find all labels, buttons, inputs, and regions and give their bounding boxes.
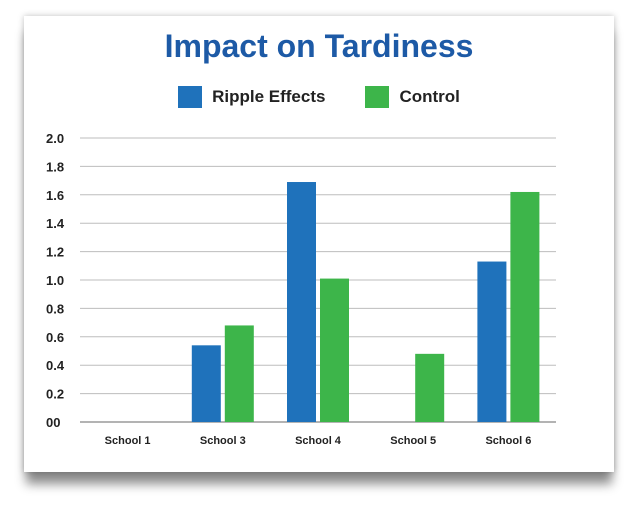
y-tick-label: 00 [46,415,60,430]
y-tick-label: 0.4 [46,358,65,373]
bar-ripple-effects [191,345,221,422]
x-tick-label: School 3 [200,435,246,447]
chart-title: Impact on Tardiness [164,28,474,64]
legend-label-ripple-effects: Ripple Effects [212,87,326,106]
chart-legend: Ripple Effects Control [24,86,614,108]
y-tick-label: 0.2 [46,387,64,402]
bar-ripple-effects [287,182,316,422]
y-tick-label: 0.6 [46,330,64,345]
plot-area: 00 0.2 0.4 0.6 0.8 1.0 1.2 1.4 1.6 1.8 2.0 School 1… [46,131,556,447]
x-tick-label: School 6 [485,435,531,447]
bar-control [510,191,540,422]
bar-control [224,325,254,422]
y-tick-label: 1.8 [46,159,64,174]
x-tick-label: School 5 [390,435,436,447]
legend-swatch-ripple-effects [178,86,203,108]
x-tick-label: School 4 [295,435,342,447]
bar-ripple-effects [477,261,507,422]
y-tick-label: 1.0 [46,273,64,288]
x-tick-label: School 1 [105,435,151,447]
y-tick-label: 0.8 [46,301,64,316]
chart-card: Impact on Tardiness Ripple Effects Contr… [24,16,614,472]
bar-control [320,278,349,422]
legend-item-ripple-effects: Ripple Effects [178,86,325,108]
y-tick-label: 1.6 [46,188,64,203]
bar-control [415,353,445,422]
y-tick-label: 2.0 [46,131,64,146]
legend-item-control: Control [365,86,460,108]
legend-label-control: Control [399,87,460,106]
legend-swatch-control [365,86,390,108]
y-tick-label: 1.4 [46,216,65,231]
y-tick-label: 1.2 [46,245,64,260]
